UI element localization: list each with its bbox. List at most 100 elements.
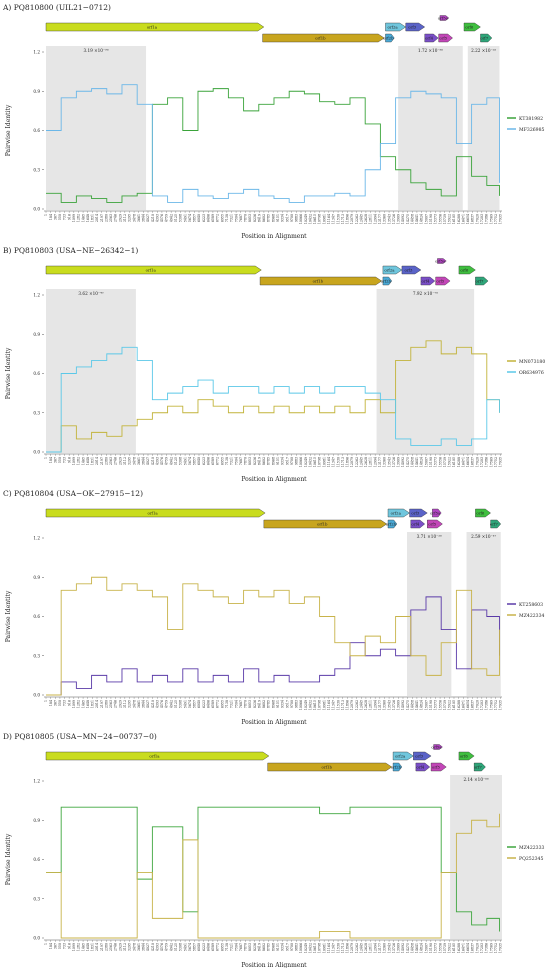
gene-label: orf3: [408, 25, 417, 30]
x-tick-label: 12811: [369, 943, 373, 953]
x-tick-label: 2197: [100, 943, 104, 951]
x-tick-label: 4393: [155, 457, 159, 465]
x-tick-label: 13909: [397, 214, 401, 224]
panel-title: A) PQ810800 (UIL21−0712): [2, 3, 111, 12]
x-tick-label: 14824: [420, 457, 424, 467]
x-tick-label: 1: [44, 457, 48, 459]
x-tick-label: 6406: [206, 700, 210, 708]
y-tick-label: 0.0: [33, 936, 40, 941]
gene-label: orf5a: [435, 259, 446, 264]
x-tick-label: 11164: [327, 457, 331, 467]
x-tick-label: 9151: [276, 457, 280, 465]
x-tick-label: 16105: [452, 943, 456, 953]
x-tick-label: 4942: [169, 457, 173, 465]
x-tick-label: 4942: [169, 700, 173, 708]
x-tick-label: 6955: [220, 214, 224, 222]
x-tick-label: 4210: [151, 457, 155, 465]
x-tick-label: 4759: [165, 943, 169, 951]
y-tick-label: 0.6: [33, 128, 40, 133]
legend-label: MZ422333: [519, 845, 545, 851]
x-tick-label: 12628: [364, 214, 368, 224]
panel-c: C) PQ810804 (USA−OK−27915−12) 3.71 ×10⁻²⁸…: [3, 489, 545, 726]
x-tick-label: 14458: [410, 457, 414, 467]
gene-label: orf2b: [383, 36, 394, 41]
x-tick-label: 14641: [415, 214, 419, 224]
x-tick-label: 16837: [471, 457, 475, 467]
recombination-region: [406, 532, 452, 696]
x-tick-label: 4759: [165, 457, 169, 465]
gene-arrow: [387, 519, 398, 529]
x-tick-label: 9334: [281, 214, 285, 222]
x-tick-label: 17203: [480, 943, 484, 953]
x-tick-label: 13726: [392, 943, 396, 953]
x-tick-label: 16471: [461, 214, 465, 224]
x-tick-label: 8968: [271, 943, 275, 951]
x-tick-label: 1648: [86, 457, 90, 465]
x-tick-label: 8419: [257, 943, 261, 951]
x-tick-label: 1099: [72, 214, 76, 222]
x-tick-label: 8968: [271, 700, 275, 708]
gene-arrow: [473, 762, 486, 772]
x-tick-label: 2014: [95, 943, 99, 951]
gene-arrow: [45, 265, 262, 275]
x-tick-label: 2380: [104, 457, 108, 465]
x-tick-label: 7321: [230, 943, 234, 951]
gene-arrow: [401, 265, 422, 275]
x-tick-label: 1: [44, 700, 48, 702]
x-tick-label: 16837: [471, 943, 475, 953]
x-tick-label: 10066: [299, 700, 303, 710]
x-tick-label: 10066: [299, 943, 303, 953]
x-tick-label: 12262: [355, 457, 359, 467]
x-tick-label: 733: [63, 943, 67, 949]
x-tick-label: 8419: [257, 214, 261, 222]
x-tick-label: 9151: [276, 214, 280, 222]
x-tick-label: 14458: [410, 943, 414, 953]
gene-label: orf5a: [431, 745, 442, 750]
x-tick-label: 15373: [434, 214, 438, 224]
x-tick-label: 8053: [248, 214, 252, 222]
x-tick-label: 10615: [313, 457, 317, 467]
recombination-region: [46, 46, 147, 210]
x-tick-label: 10432: [308, 700, 312, 710]
x-tick-label: 10615: [313, 214, 317, 224]
gene-arrow: [45, 751, 270, 761]
x-tick-label: 13360: [383, 700, 387, 710]
x-tick-label: 10798: [318, 214, 322, 224]
gene-label: orf3: [415, 754, 424, 759]
x-tick-label: 13177: [378, 214, 382, 224]
x-tick-label: 7870: [244, 457, 248, 465]
x-tick-label: 184: [49, 700, 53, 706]
legend-label: MF326985: [519, 127, 545, 133]
panel-title: B) PQ810803 (USA−NE−26342−1): [3, 246, 138, 255]
gene-label: orf2a: [384, 268, 395, 273]
x-tick-label: 11713: [341, 457, 345, 467]
x-tick-label: 15190: [429, 457, 433, 467]
x-tick-label: 1099: [72, 700, 76, 708]
x-tick-label: 6406: [206, 214, 210, 222]
x-tick-label: 916: [67, 700, 71, 706]
recombination-region: [398, 46, 463, 210]
x-tick-label: 367: [53, 943, 57, 949]
x-tick-label: 17935: [499, 214, 503, 224]
gene-label: orf7: [490, 522, 499, 527]
x-tick-label: 17203: [480, 214, 484, 224]
x-tick-label: 8053: [248, 457, 252, 465]
x-tick-label: 5125: [174, 700, 178, 708]
x-tick-label: 184: [49, 943, 53, 949]
x-tick-label: 6772: [216, 457, 220, 465]
x-tick-label: 17203: [480, 700, 484, 710]
x-tick-label: 16288: [457, 457, 461, 467]
x-tick-label: 6406: [206, 943, 210, 951]
x-tick-label: 1831: [91, 214, 95, 222]
x-tick-label: 7504: [234, 214, 238, 222]
x-tick-label: 10615: [313, 700, 317, 710]
x-tick-label: 17752: [494, 700, 498, 710]
x-tick-label: 5674: [188, 943, 192, 951]
x-tick-label: 14275: [406, 943, 410, 953]
x-tick-label: 5674: [188, 214, 192, 222]
x-tick-label: 11164: [327, 214, 331, 224]
x-tick-label: 10066: [299, 214, 303, 224]
x-tick-label: 17569: [489, 457, 493, 467]
x-tick-label: 550: [58, 457, 62, 463]
x-tick-label: 1648: [86, 700, 90, 708]
